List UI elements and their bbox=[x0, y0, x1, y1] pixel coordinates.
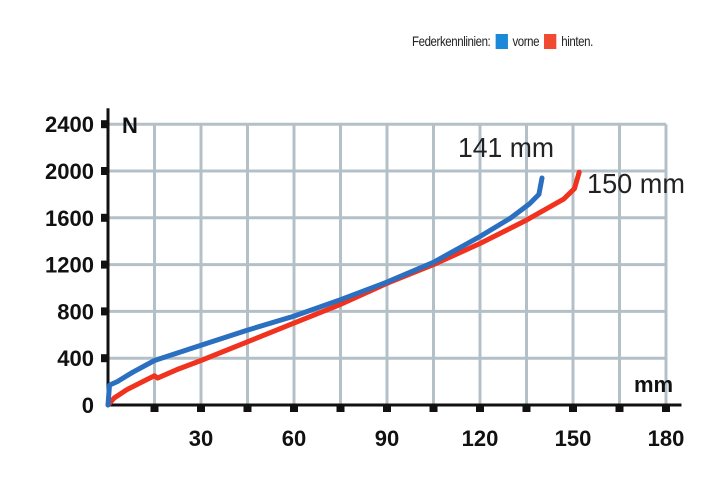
x-axis-label: mm bbox=[634, 372, 673, 397]
legend-label-vorne: vorne bbox=[512, 33, 540, 49]
x-tick-mark bbox=[243, 405, 252, 412]
x-tick-label: 120 bbox=[462, 426, 499, 451]
y-axis-label: N bbox=[122, 113, 138, 138]
x-tick-label: 180 bbox=[648, 426, 685, 451]
legend-title: Federkennlinien: bbox=[412, 33, 491, 49]
x-tick-mark bbox=[476, 405, 484, 412]
y-tick-mark bbox=[101, 120, 108, 129]
x-tick-mark bbox=[569, 405, 577, 412]
x-tick-mark bbox=[336, 405, 345, 412]
y-tick-label: 2400 bbox=[45, 112, 94, 137]
y-tick-label: 1200 bbox=[45, 253, 94, 278]
legend-label-hinten: hinten. bbox=[561, 33, 593, 49]
x-tick-mark bbox=[150, 405, 159, 412]
x-tick-mark bbox=[197, 405, 205, 412]
y-tick-mark bbox=[101, 167, 108, 175]
legend: Federkennlinien: vorne hinten. bbox=[412, 33, 593, 49]
annotation-vorne: 141 mm bbox=[458, 132, 554, 163]
x-tick-label: 30 bbox=[189, 426, 213, 451]
annotation-hinten: 150 mm bbox=[587, 168, 685, 199]
y-tick-label: 0 bbox=[82, 393, 94, 418]
y-tick-label: 800 bbox=[57, 299, 94, 324]
y-tick-mark bbox=[101, 213, 108, 222]
series-line-vorne bbox=[105, 175, 545, 408]
x-tick-mark bbox=[522, 405, 531, 412]
x-tick-mark bbox=[615, 405, 624, 412]
y-tick-label: 1600 bbox=[45, 206, 94, 231]
y-tick-label: 2000 bbox=[45, 159, 94, 184]
x-tick-mark bbox=[429, 405, 438, 412]
y-tick-mark bbox=[101, 260, 108, 269]
series-line-hinten bbox=[105, 169, 582, 408]
x-tick-label: 150 bbox=[555, 426, 592, 451]
legend-swatch-vorne bbox=[495, 33, 508, 49]
x-tick-mark bbox=[383, 405, 391, 412]
x-tick-mark bbox=[662, 405, 670, 412]
x-tick-label: 60 bbox=[282, 426, 306, 451]
y-tick-label: 400 bbox=[57, 346, 94, 371]
x-tick-label: 90 bbox=[375, 426, 399, 451]
y-tick-mark bbox=[101, 354, 108, 363]
legend-swatch-hinten bbox=[544, 33, 557, 49]
y-tick-mark bbox=[101, 307, 108, 316]
x-tick-mark bbox=[290, 405, 298, 412]
